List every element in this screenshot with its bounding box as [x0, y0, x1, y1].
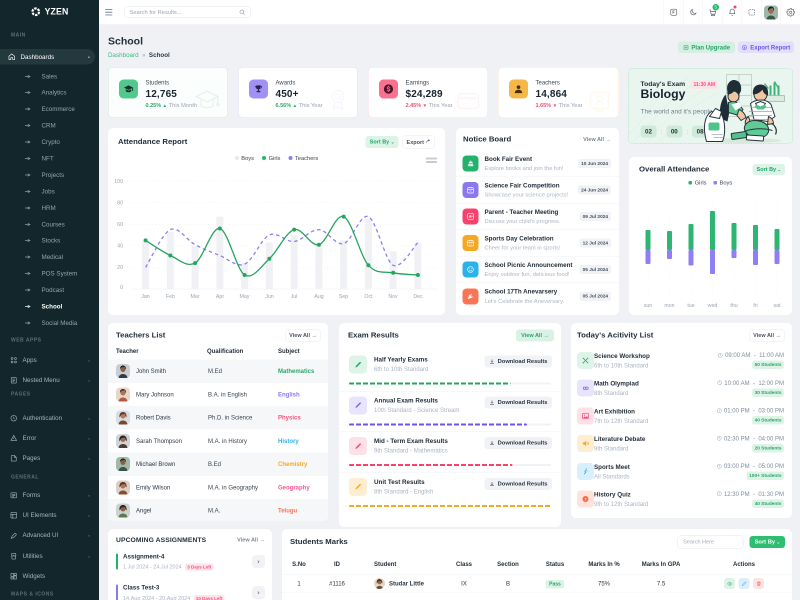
svg-text:Jul: Jul	[291, 294, 298, 300]
svg-text:Nov: Nov	[388, 294, 398, 300]
svg-text:May: May	[240, 294, 250, 300]
svg-text:mon: mon	[664, 303, 674, 309]
svg-text:Feb: Feb	[166, 294, 175, 300]
svg-text:Jun: Jun	[265, 294, 274, 300]
svg-text:sat: sat	[773, 303, 781, 309]
svg-text:thu: thu	[730, 303, 737, 309]
svg-text:wed: wed	[708, 303, 718, 309]
svg-text:tue: tue	[687, 303, 694, 309]
svg-text:Aug: Aug	[314, 294, 323, 300]
svg-text:Jan: Jan	[141, 294, 150, 300]
svg-text:60: 60	[117, 222, 123, 228]
svg-text:Mar: Mar	[190, 294, 199, 300]
svg-text:Dec: Dec	[413, 294, 423, 300]
svg-text:80: 80	[117, 201, 123, 207]
svg-text:fri: fri	[753, 303, 757, 309]
svg-text:Oct: Oct	[364, 294, 373, 300]
svg-text:20: 20	[117, 265, 123, 271]
svg-text:?: ?	[584, 497, 587, 501]
svg-text:sun: sun	[644, 303, 653, 309]
svg-text:Sep: Sep	[339, 294, 348, 300]
svg-text:40: 40	[117, 244, 123, 250]
svg-text:100: 100	[114, 179, 123, 185]
svg-text:Apr: Apr	[216, 294, 224, 300]
svg-text:0: 0	[120, 285, 123, 291]
